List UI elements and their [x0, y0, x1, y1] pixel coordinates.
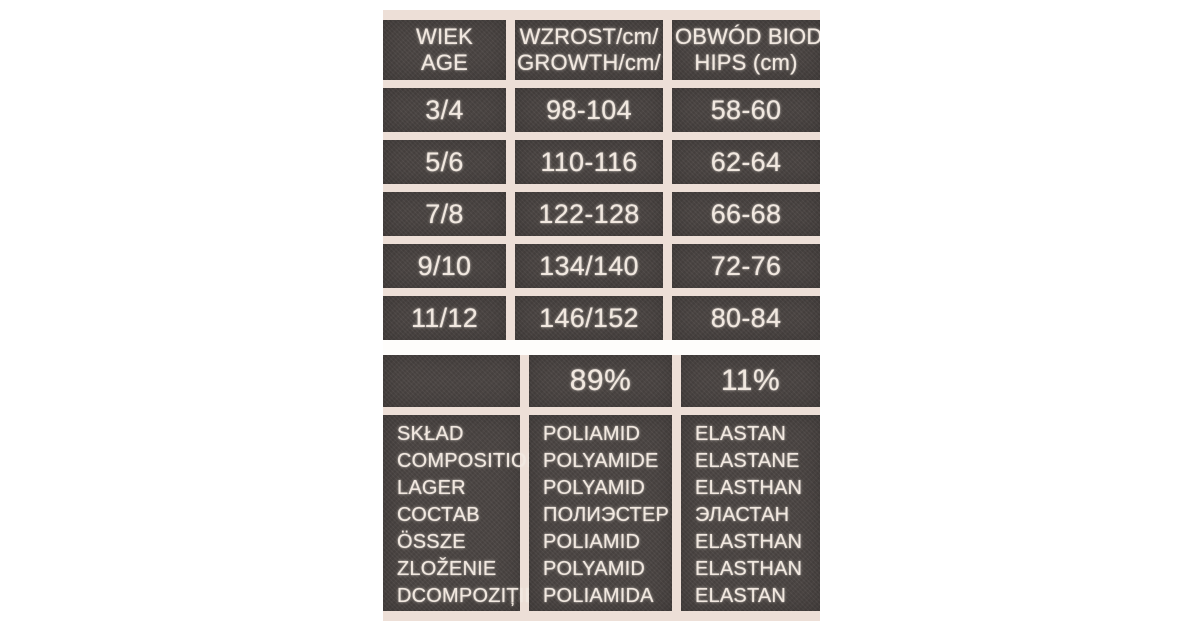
composition-percent-elastane: 11% [681, 355, 820, 407]
size-table-cell: 9/10 [383, 244, 506, 288]
size-table-cell: 62-64 [672, 140, 820, 184]
composition-line: ZLOŽENIE [397, 558, 497, 580]
header-line: OBWÓD BIODER [675, 24, 820, 49]
composition-line: DCOMPOZIȚIE [397, 585, 539, 607]
composition-table: 89% 11% SKŁAD COMPOSITION LAGER СОСТАВ Ö… [383, 355, 820, 611]
composition-line: POLYAMIDE [543, 450, 659, 472]
size-table-cell: 66-68 [672, 192, 820, 236]
size-table-cell: 7/8 [383, 192, 506, 236]
size-table-cell: 58-60 [672, 88, 820, 132]
size-table-cell: 3/4 [383, 88, 506, 132]
composition-percent-polyamide: 89% [529, 355, 672, 407]
header-line: WZROST/cm/ [519, 24, 659, 49]
composition-line: POLYAMID [543, 558, 645, 580]
composition-line: ELASTAN [695, 585, 787, 607]
header-line: HIPS (cm) [694, 50, 798, 75]
size-table-cell: 134/140 [515, 244, 663, 288]
size-table-cell: 5/6 [383, 140, 506, 184]
composition-labels-column: SKŁAD COMPOSITION LAGER СОСТАВ ÖSSZE ZLO… [383, 415, 542, 611]
composition-line: СОСТАВ [397, 504, 480, 526]
size-table-cell: 80-84 [672, 296, 820, 340]
size-table-cell: 122-128 [515, 192, 663, 236]
size-header-growth: WZROST/cm/ GROWTH/cm/ [515, 20, 663, 80]
composition-line: LAGER [397, 477, 466, 499]
composition-line: ELASTHAN [695, 477, 803, 499]
size-table-cell: 98-104 [515, 88, 663, 132]
composition-line: ELASTHAN [695, 558, 803, 580]
header-line: GROWTH/cm/ [517, 50, 661, 75]
size-table-cell: 146/152 [515, 296, 663, 340]
composition-line: ELASTAN [695, 423, 787, 445]
header-line: AGE [420, 50, 469, 75]
composition-line: POLIAMID [543, 531, 641, 553]
size-table-cell: 72-76 [672, 244, 820, 288]
size-header-age: WIEK AGE [383, 20, 506, 80]
table-separator [383, 340, 820, 355]
composition-line: ÖSSZE [397, 531, 466, 553]
composition-line: ПОЛИЭСТЕР [543, 504, 670, 526]
composition-line: POLIAMID [543, 423, 641, 445]
composition-line: POLYAMID [543, 477, 645, 499]
composition-line: ЭЛАСТАН [695, 504, 790, 526]
header-line: WIEK [415, 24, 474, 49]
composition-elastane-column: ELASTAN ELASTANE ELASTHAN ЭЛАСТАН ELASTH… [681, 415, 820, 611]
composition-line: COMPOSITION [397, 450, 542, 472]
composition-line: ELASTANE [695, 450, 800, 472]
size-header-hips: OBWÓD BIODER HIPS (cm) [672, 20, 820, 80]
composition-line: POLIAMIDA [543, 585, 654, 607]
composition-line: SKŁAD [397, 423, 464, 445]
composition-material-column: POLIAMID POLYAMIDE POLYAMID ПОЛИЭСТЕР PO… [529, 415, 672, 611]
size-table-cell: 110-116 [515, 140, 663, 184]
size-chart-table: WIEK AGE WZROST/cm/ GROWTH/cm/ OBWÓD BIO… [383, 20, 820, 340]
size-table-cell: 11/12 [383, 296, 506, 340]
composition-line: ELASTHAN [695, 531, 803, 553]
composition-percent-empty [383, 355, 520, 407]
care-label-photo: WIEK AGE WZROST/cm/ GROWTH/cm/ OBWÓD BIO… [383, 10, 820, 621]
